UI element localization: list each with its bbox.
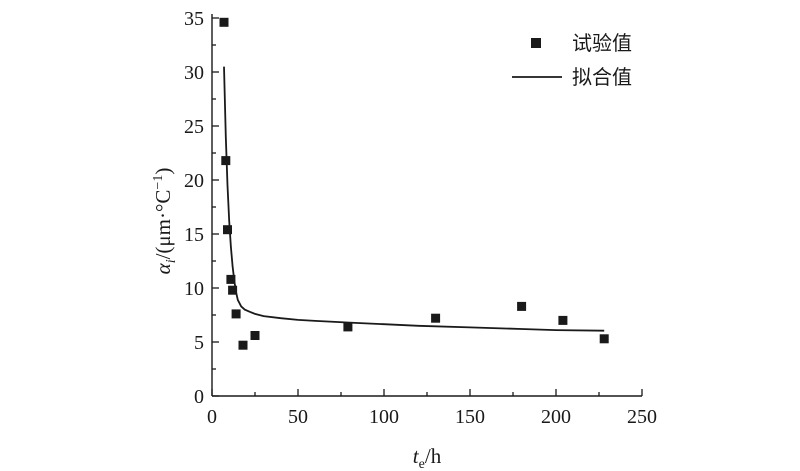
x-tick-label: 100: [369, 406, 399, 428]
y-axis-label-unit: /(μm·°C: [151, 190, 175, 260]
x-tick-label: 200: [541, 406, 571, 428]
x-axis-label-sub: e: [419, 457, 425, 471]
y-tick-label: 10: [184, 278, 204, 300]
y-tick-label: 30: [184, 62, 204, 84]
data-point-experimental: [599, 334, 609, 344]
x-tick-label: 250: [627, 406, 657, 428]
legend-label-fitted: 拟合值: [572, 65, 632, 89]
y-tick-label: 25: [184, 116, 204, 138]
legend-label-experimental: 试验值: [572, 31, 632, 55]
data-point-experimental: [238, 340, 248, 350]
y-axis-label-close: ): [151, 168, 175, 175]
data-point-experimental: [250, 331, 260, 340]
y-axis-label-sup: −1: [151, 175, 166, 190]
x-tick-label: 150: [455, 406, 485, 428]
y-axis-label-sub: i: [164, 259, 179, 263]
x-axis-label: te/h: [413, 444, 442, 471]
data-point-experimental: [226, 274, 236, 284]
y-tick-label: 20: [184, 170, 204, 192]
data-point-experimental: [219, 17, 229, 27]
x-tick-label: 50: [288, 406, 308, 428]
data-point-experimental: [517, 301, 527, 311]
y-tick-label: 35: [184, 8, 204, 30]
y-tick-label: 0: [194, 386, 204, 408]
data-point-experimental: [228, 285, 238, 295]
legend-marker-experimental: [531, 38, 541, 48]
data-point-experimental: [231, 309, 241, 319]
legend: 试验值 拟合值: [512, 31, 632, 89]
y-tick-label: 15: [184, 224, 204, 246]
y-tick-label: 5: [194, 332, 204, 354]
x-tick-label: 0: [207, 406, 217, 428]
data-point-experimental: [558, 315, 568, 325]
x-axis-label-main: t: [413, 444, 420, 468]
fitted-curve: [223, 66, 605, 332]
data-point-experimental: [431, 313, 441, 323]
svg-text:αi/(μm·°C−1): αi/(μm·°C−1): [151, 168, 179, 275]
svg-text:te/h: te/h: [413, 444, 442, 471]
y-axis-label-main: α: [151, 262, 175, 274]
y-axis-label: αi/(μm·°C−1): [151, 168, 179, 275]
plot-area: 0 50 100 150 200 250 0 5 10 15 20 25 30 35: [184, 8, 657, 428]
x-axis-label-unit: /h: [425, 444, 442, 468]
data-point-experimental: [221, 156, 231, 166]
data-point-experimental: [343, 322, 353, 332]
data-point-experimental: [223, 225, 232, 235]
